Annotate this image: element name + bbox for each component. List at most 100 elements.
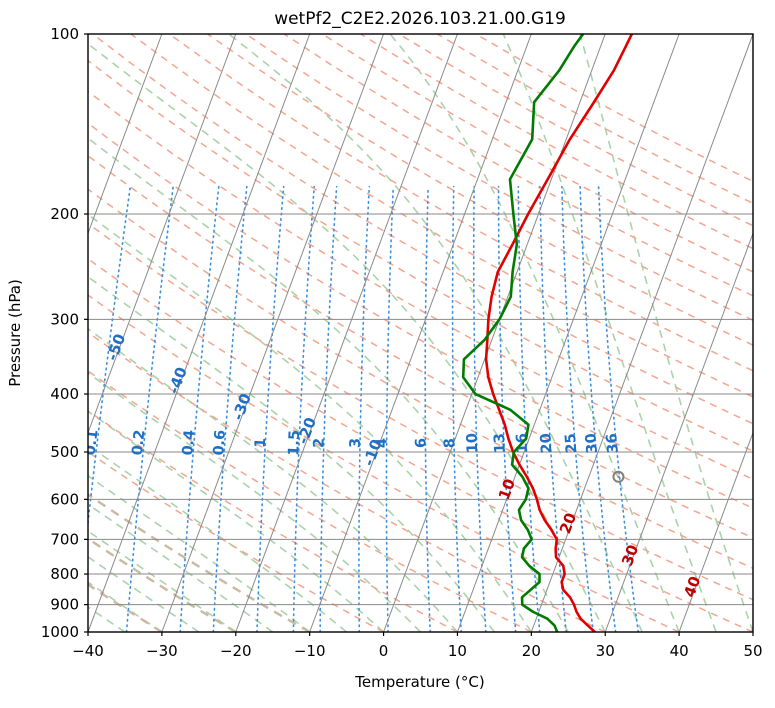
mixing-ratio-label-1.5: 1.5 [286,430,303,456]
isotherm-20 [530,34,753,632]
moist-adiabat--25 [88,555,200,632]
mixing-ratio-line-10 [472,185,487,632]
lcl-marker-group [612,470,625,483]
x-tick-label-0: 0 [379,642,389,660]
y-tick-label-400: 400 [50,385,79,403]
y-tick-label-900: 900 [50,596,79,614]
mixing-ratio-line-13 [497,185,517,632]
x-tick-label--40: −40 [72,642,104,660]
mixing-ratio-line-2 [319,185,338,632]
isotherms-group [88,34,753,632]
moist-adiabat-40 [389,34,680,632]
mixing-ratio-label-2: 2 [311,438,327,449]
y-tick-label-600: 600 [50,490,79,508]
mixing-ratio-line-1.5 [292,185,316,632]
mixing-ratio-line-0.6 [212,185,248,632]
moist-adiabat-30 [88,42,606,632]
mixing-ratio-label-36: 36 [604,433,622,455]
y-tick-label-1000: 1000 [41,623,79,641]
moist-adiabat--30 [88,581,163,632]
moist-adiabat--10 [88,474,311,632]
dry-adiabat-70 [88,188,753,570]
x-axis-title: Temperature (°C) [354,673,484,691]
mixing-ratio-label-20: 20 [538,433,555,454]
y-tick-label-300: 300 [50,310,79,328]
y-tick-label-700: 700 [50,530,79,548]
page-title: wetPf2_C2E2.2026.103.21.00.G19 [274,9,566,29]
mixing-ratio-label-4: 4 [375,438,391,448]
isotherm-0 [383,34,606,632]
dry-adiabat-10 [88,409,458,632]
isotherm--40 [88,34,311,632]
mixing-ratio-line-0.4 [179,185,220,632]
moist-adiabat-10 [88,327,459,632]
dry-adiabat-90 [88,122,753,509]
mixing-ratio-label-30: 30 [583,433,601,454]
moist-adiabat-0 [88,410,385,632]
dry-adiabat--10 [88,493,311,632]
lcl-marker [612,470,625,483]
isotherm--30 [161,34,385,632]
mixing-ratio-line-25 [561,185,594,632]
y-axis-ticks: 100 200 300 400 500 600 700 800 900 1000 [41,25,88,641]
isotherm-10 [456,34,680,632]
isobars-group [88,34,753,632]
dry-adiabat--20 [88,537,237,632]
dry-adiabat-20 [88,370,532,632]
dry-adiabat-130 [130,34,753,398]
mixing-ratio-line-0.1 [88,185,132,530]
x-tick-label-10: 10 [448,642,467,660]
y-tick-label-200: 200 [50,205,79,223]
mixing-ratio-label-1: 1 [253,437,270,448]
moist-adiabat-45 [502,34,717,632]
sounding-curve-temperature [484,34,634,632]
x-tick-label-40: 40 [670,642,689,660]
mixing-ratio-line-4 [385,185,395,632]
dry-adiabat-170 [283,34,753,297]
dry-adiabat-50 [88,257,753,632]
moist-adiabat-15 [88,275,496,632]
dry-adiabat-0 [88,451,384,632]
plot-frame [87,33,754,633]
dry-adiabat-160 [245,34,753,322]
x-tick-label--30: −30 [146,642,178,660]
dry-adiabat-140 [168,34,753,372]
mixing-ratio-label-0.1: 0.1 [83,429,102,456]
isotherm--50 [88,34,237,435]
mixing-ratio-label-13: 13 [492,433,509,454]
mixing-ratio-line-6 [424,185,432,632]
mixing-ratio-label-0.6: 0.6 [211,429,229,456]
x-tick-label-30: 30 [596,642,615,660]
isotherm--20 [235,34,458,632]
moist-adiabat--15 [88,503,274,632]
dry-adiabat-40 [88,294,680,632]
moist-adiabat-35 [228,34,643,632]
lcl-marker-center [617,475,620,478]
y-axis-title: Pressure (hPa) [6,279,24,387]
x-tick-label--10: −10 [294,642,326,660]
mixing-ratio-line-20 [539,185,568,632]
y-tick-label-800: 800 [50,565,79,583]
sounding-curves-group [461,34,634,632]
dry-adiabat-60 [88,222,753,601]
mixing-ratio-lines-group [88,185,640,632]
dry-adiabat-30 [88,331,606,632]
isotherm--10 [309,34,532,632]
mixing-ratio-label-10: 10 [465,433,482,454]
moist-adiabat-25 [88,137,569,632]
moist-adiabat--20 [88,530,237,632]
x-tick-label--20: −20 [220,642,252,660]
x-axis-ticks: −40 −30 −20 −10 0 10 20 30 40 50 [72,632,763,660]
mixing-ratio-label-0.4: 0.4 [180,429,198,456]
mixing-ratio-line-3 [358,185,371,632]
mixing-ratio-labels-group: 0.1 0.2 0.4 0.6 1 1.5 2 3 4 6 8 10 13 16 20 25 30 36 [83,429,622,456]
mixing-ratio-line-16 [517,185,541,632]
mixing-ratio-line-8 [451,185,463,632]
dry-adiabats-group [88,34,753,632]
isotherm--60 [88,34,163,235]
x-tick-label-20: 20 [522,642,541,660]
sounding-curve-dewpoint [461,34,585,632]
